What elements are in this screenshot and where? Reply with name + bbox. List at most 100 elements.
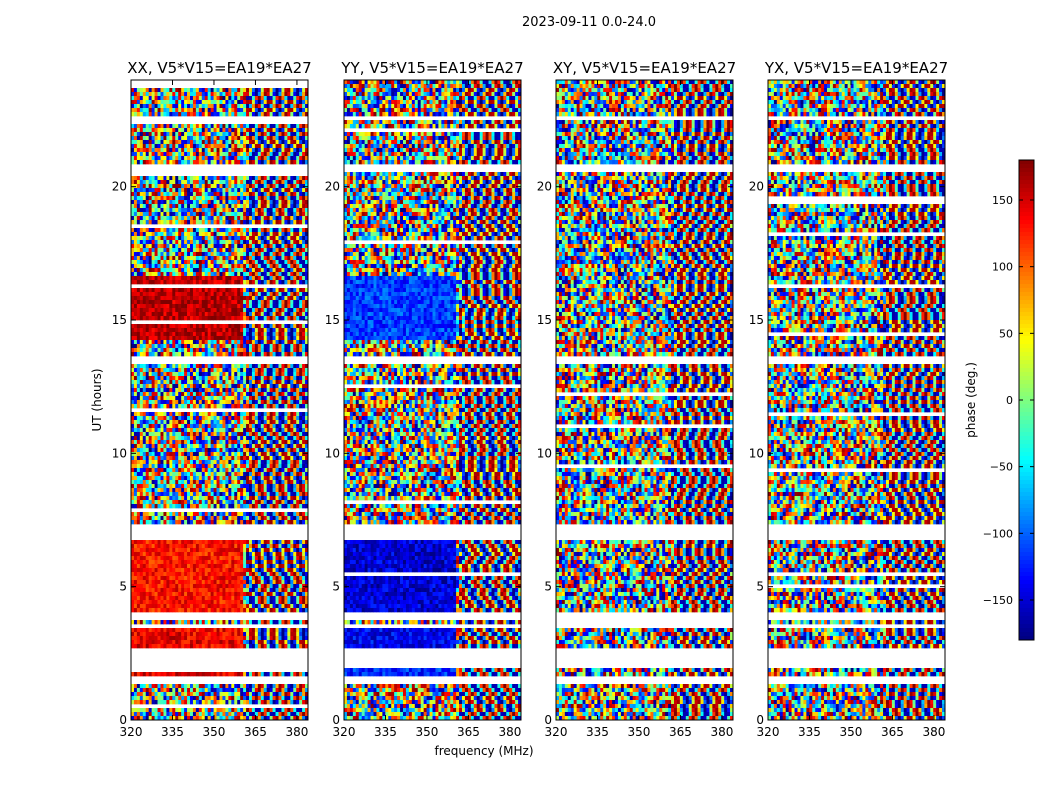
heatmap-cell [225,156,228,160]
heatmap-cell [302,132,305,136]
heatmap-cell [222,160,225,164]
heatmap-cell [270,140,273,144]
heatmap-cell [178,148,181,152]
heatmap-cell [267,124,270,128]
heatmap-cell [225,160,228,164]
heatmap-cell [166,140,169,144]
heatmap-cell [217,144,220,148]
heatmap-cell [302,156,305,160]
heatmap-cell [190,152,193,156]
heatmap-cell [258,156,261,160]
heatmap-cell [225,104,228,108]
heatmap-cell [270,132,273,136]
heatmap-cell [281,108,284,112]
heatmap-cell [231,128,234,132]
heatmap-cell [193,108,196,112]
heatmap-cell [199,88,202,92]
heatmap-cell [149,156,152,160]
heatmap-cell [169,128,172,132]
heatmap-cell [246,136,249,140]
heatmap-cell [296,128,299,132]
heatmap-cell [237,152,240,156]
heatmap-cell [302,96,305,100]
heatmap-cell [246,144,249,148]
heatmap-cell [231,140,234,144]
heatmap-cell [287,96,290,100]
heatmap-cell [287,92,290,96]
heatmap-cell [293,108,296,112]
heatmap-cell [273,100,276,104]
heatmap-cell [152,112,155,116]
heatmap-cell [184,128,187,132]
heatmap-cell [137,100,140,104]
heatmap-cell [264,96,267,100]
heatmap-cell [284,136,287,140]
heatmap-cell [149,128,152,132]
heatmap-cell [222,88,225,92]
heatmap-cell [184,100,187,104]
heatmap-cell [152,144,155,148]
heatmap-cell [281,88,284,92]
heatmap-cell [161,156,164,160]
heatmap-cell [267,100,270,104]
heatmap-cell [155,136,158,140]
heatmap-cell [290,160,293,164]
heatmap-cell [249,92,252,96]
heatmap-cell [152,176,155,180]
heatmap-cell [184,144,187,148]
heatmap-cell [234,160,237,164]
heatmap-cell [158,160,161,164]
heatmap-cell [231,88,234,92]
heatmap-cell [290,104,293,108]
heatmap-cell [240,128,243,132]
heatmap-cell [255,108,258,112]
heatmap-cell [184,160,187,164]
heatmap-cell [279,96,282,100]
heatmap-cell [161,128,164,132]
heatmap-cell [234,156,237,160]
heatmap-cell [193,140,196,144]
heatmap-cell [258,96,261,100]
heatmap-cell [187,180,190,184]
heatmap-cell [228,128,231,132]
heatmap-cell [222,144,225,148]
heatmap-cell [267,148,270,152]
heatmap-cell [143,180,146,184]
heatmap-cell [243,92,246,96]
heatmap-cell [270,136,273,140]
heatmap-cell [217,156,220,160]
heatmap-cell [163,104,166,108]
heatmap-cell [208,156,211,160]
heatmap-cell [243,100,246,104]
heatmap-cell [276,132,279,136]
heatmap-cell [252,108,255,112]
heatmap-cell [243,128,246,132]
heatmap-cell [181,140,184,144]
heatmap-cell [284,140,287,144]
heatmap-cell [237,92,240,96]
heatmap-cell [143,128,146,132]
heatmap-cell [193,160,196,164]
heatmap-cell [146,156,149,160]
heatmap-cell [163,108,166,112]
heatmap-cell [140,140,143,144]
heatmap-cell [261,124,264,128]
heatmap-cell [220,136,223,140]
heatmap-cell [208,152,211,156]
heatmap-cell [146,148,149,152]
heatmap-cell [161,140,164,144]
heatmap-cell [284,96,287,100]
heatmap-cell [155,132,158,136]
heatmap-cell [158,180,161,184]
heatmap-cell [172,104,175,108]
heatmap-cell [187,108,190,112]
heatmap-cell [249,144,252,148]
heatmap-cell [296,148,299,152]
heatmap-cell [169,104,172,108]
heatmap-cell [246,88,249,92]
heatmap-cell [155,112,158,116]
heatmap-cell [217,136,220,140]
heatmap-cell [264,136,267,140]
heatmap-cell [243,136,246,140]
heatmap-cell [143,112,146,116]
